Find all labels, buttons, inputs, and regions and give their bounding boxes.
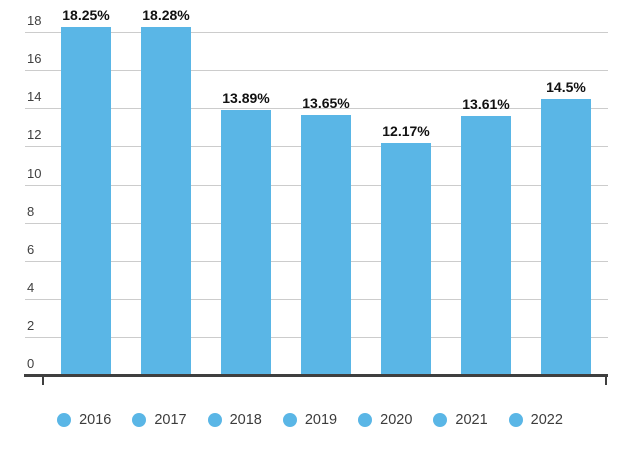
bar-2019	[301, 115, 351, 374]
legend-label: 2021	[455, 412, 488, 428]
legend-item-2021: 2021	[433, 411, 488, 429]
gridline-16	[25, 70, 608, 71]
x-axis-tick-right	[605, 377, 607, 385]
bar-value-label-2019: 13.65%	[302, 95, 350, 111]
legend: 2016 2017 2018 2019 2020 2021 2022	[0, 406, 620, 434]
x-axis-line	[24, 374, 608, 377]
y-axis-tick-label-16: 16	[27, 51, 42, 66]
bar-value-label-2017: 18.28%	[142, 7, 190, 23]
y-axis-tick-label-14: 14	[27, 89, 42, 104]
y-axis-tick-label-0: 0	[27, 356, 35, 371]
gridline-18	[25, 32, 608, 33]
bar-value-label-2020: 12.17%	[382, 123, 430, 139]
y-axis-tick-label-10: 10	[27, 166, 42, 181]
y-axis-tick-label-12: 12	[27, 127, 42, 142]
bar-2020	[381, 143, 431, 374]
y-axis-tick-label-18: 18	[27, 13, 42, 28]
bar-2018	[221, 110, 271, 374]
legend-item-2020: 2020	[358, 411, 412, 429]
bar-value-label-2016: 18.25%	[62, 7, 110, 23]
legend-dot-icon	[282, 413, 297, 427]
legend-item-2016: 2016	[57, 411, 111, 429]
legend-item-2019: 2019	[282, 411, 338, 429]
legend-item-2022: 2022	[508, 411, 563, 429]
legend-label: 2018	[229, 412, 262, 428]
plot-area: 0 2 4 6 8 10 12 14 16 18 18.25% 18.28% 13.89% 13.65% 1…	[24, 7, 608, 385]
x-axis-tick-left	[42, 377, 44, 385]
bar-value-label-2022: 14.5%	[546, 79, 586, 95]
bar-2017	[141, 27, 191, 374]
gridline-14	[25, 108, 608, 109]
bar-2022	[541, 99, 591, 374]
legend-dot-icon	[57, 413, 72, 427]
legend-dot-icon	[433, 413, 448, 427]
y-axis-tick-label-6: 6	[27, 242, 35, 257]
y-axis-tick-label-4: 4	[27, 280, 35, 295]
y-axis-tick-label-8: 8	[27, 204, 35, 219]
legend-dot-icon	[508, 413, 523, 427]
y-axis-tick-label-2: 2	[27, 318, 35, 333]
legend-label: 2019	[304, 412, 338, 428]
legend-dot-icon	[358, 413, 373, 427]
bar-value-label-2018: 13.89%	[222, 90, 270, 106]
bar-2016	[61, 27, 111, 374]
bar-value-label-2021: 13.61%	[462, 96, 510, 112]
legend-item-2017: 2017	[132, 411, 187, 429]
legend-label: 2020	[380, 412, 413, 428]
bar-2021	[461, 116, 511, 374]
legend-dot-icon	[132, 413, 147, 427]
legend-label: 2022	[530, 412, 563, 428]
legend-label: 2016	[79, 412, 112, 428]
legend-dot-icon	[207, 413, 222, 427]
legend-label: 2017	[154, 412, 187, 428]
legend-item-2018: 2018	[207, 411, 262, 429]
